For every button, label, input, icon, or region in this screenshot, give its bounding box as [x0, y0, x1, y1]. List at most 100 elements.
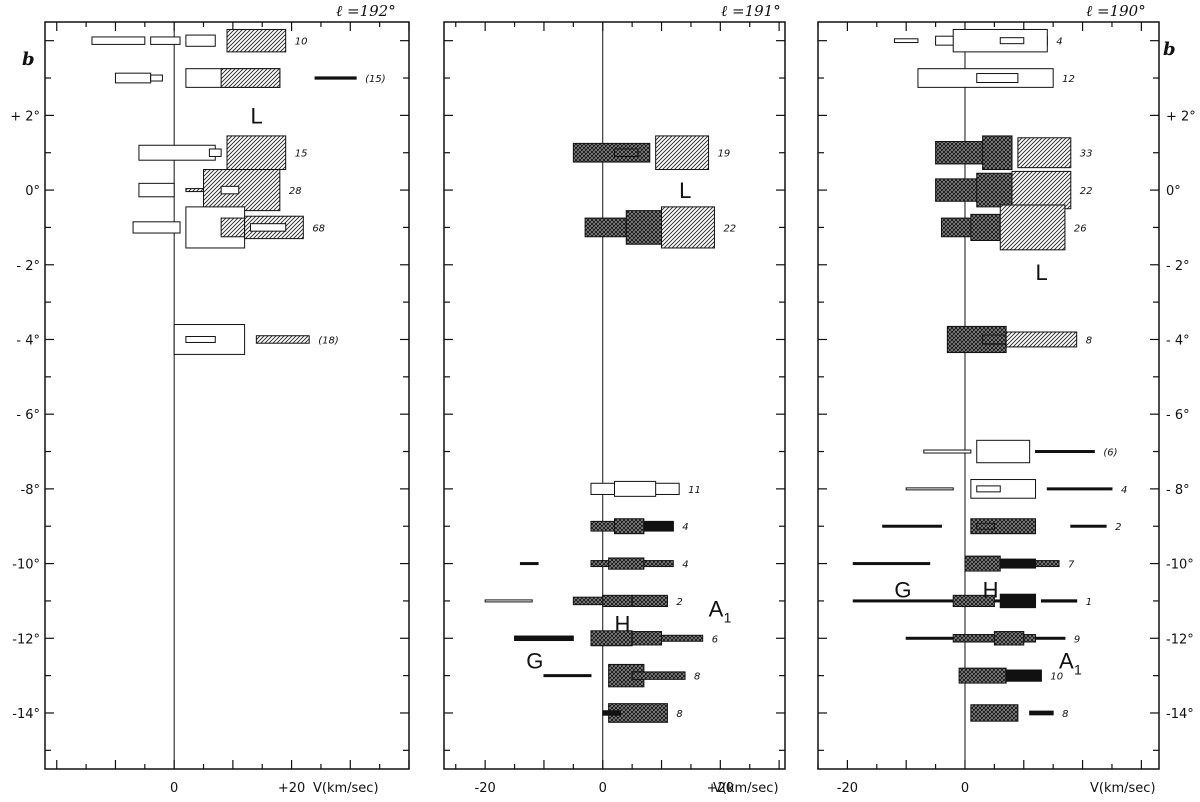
- tick-marks: [817, 22, 1159, 769]
- x-tick-label: +20: [707, 781, 734, 796]
- y-tick-label: - 6°: [16, 408, 40, 423]
- count-label: 26: [1074, 223, 1087, 234]
- feature-solid: [602, 710, 621, 716]
- y-tick-labels: + 2° 0° - 2° - 4° - 6° -8° -10° -12° -14°: [10, 109, 40, 722]
- feature-annotations: L: [250, 103, 262, 128]
- annotation-subscript: 1: [1074, 662, 1082, 678]
- feature-crosshatched: [970, 213, 1001, 241]
- feature-solid: [643, 521, 674, 532]
- x-tick-label: +20: [278, 781, 305, 796]
- feature-solid: [882, 524, 942, 528]
- count-label: 4: [682, 522, 688, 533]
- feature-annotations: L G H A 1: [894, 260, 1082, 677]
- y-tick-label: -8°: [21, 483, 40, 498]
- feature-open: [905, 487, 954, 491]
- y-tick-label: -14°: [12, 707, 40, 722]
- feature-open: [138, 182, 175, 198]
- y-tick-label: -10°: [1166, 558, 1194, 573]
- feature-crosshatched: [572, 142, 651, 163]
- feature-open: [114, 72, 152, 84]
- count-label: 9: [1074, 634, 1080, 645]
- count-label: 10: [1050, 672, 1063, 683]
- x-tick-label: 0: [961, 781, 969, 796]
- feature-solid: [1035, 450, 1095, 454]
- count-label: 33: [1080, 149, 1093, 160]
- feature-crosshatched: [976, 172, 1013, 208]
- feature-crosshatched: [631, 594, 668, 608]
- feature-solid: [999, 593, 1037, 609]
- y-axis-label: b: [1163, 39, 1176, 60]
- feature-open: [923, 449, 972, 454]
- feature-crosshatched: [614, 148, 639, 157]
- feature-crosshatched: [993, 631, 1025, 646]
- velocity-features: [91, 28, 357, 355]
- feature-solid: [543, 674, 592, 678]
- count-label: 2: [1115, 522, 1121, 533]
- annotation-g: G: [894, 578, 911, 603]
- y-tick-label: - 6°: [1166, 408, 1190, 423]
- y-tick-label: 0°: [1166, 184, 1181, 199]
- count-label: 22: [1080, 186, 1093, 197]
- feature-open: [614, 480, 657, 497]
- plot-frame: [44, 21, 410, 770]
- x-tick-label: -20: [475, 781, 496, 796]
- feature-annotations: L H A 1 G: [526, 178, 731, 674]
- feature-open: [91, 36, 146, 45]
- feature-crosshatched: [970, 518, 1037, 535]
- count-label: 2: [676, 597, 682, 608]
- feature-open: [976, 485, 1001, 493]
- annotation-h: H: [615, 611, 631, 636]
- count-label: 4: [682, 560, 688, 571]
- count-label: 68: [312, 223, 325, 234]
- tick-marks: [444, 22, 785, 769]
- feature-open: [208, 148, 222, 157]
- feature-open: [138, 144, 216, 161]
- annotation-subscript: 1: [724, 609, 732, 625]
- feature-hatched: [226, 135, 287, 171]
- feature-solid: [519, 562, 539, 566]
- feature-crosshatched: [964, 555, 1001, 572]
- feature-hatched: [220, 217, 246, 238]
- count-label: 4: [1121, 485, 1127, 496]
- count-label: 8: [676, 709, 682, 720]
- count-label: 4: [1056, 37, 1062, 48]
- count-label: 15: [295, 149, 308, 160]
- annotation-l: L: [679, 178, 691, 203]
- annotation-a: A: [709, 596, 724, 621]
- count-label: 22: [723, 223, 736, 234]
- y-tick-label: + 2°: [10, 109, 40, 124]
- count-labels: 10 (15) 15 28 68 (18): [289, 37, 386, 347]
- count-label: 10: [295, 37, 308, 48]
- feature-crosshatched: [958, 667, 1007, 684]
- feature-crosshatched: [602, 594, 633, 608]
- feature-solid: [314, 76, 357, 80]
- feature-solid: [999, 558, 1037, 569]
- feature-solid: [1029, 710, 1054, 716]
- feature-hatched: [1017, 137, 1072, 169]
- x-tick-labels: -20 0: [837, 781, 969, 796]
- feature-crosshatched: [982, 334, 1007, 345]
- count-label: 11: [688, 485, 701, 496]
- tick-marks: [45, 22, 410, 769]
- y-tick-label: - 2°: [1166, 259, 1190, 274]
- y-tick-label: - 8°: [1166, 483, 1190, 498]
- feature-hatched: [655, 135, 710, 171]
- x-tick-labels: 0 +20: [170, 781, 305, 796]
- feature-hatched: [203, 169, 281, 212]
- feature-open: [893, 38, 919, 44]
- plot-frame: [443, 21, 786, 770]
- feature-hatched: [255, 335, 310, 344]
- feature-hatched: [220, 68, 281, 88]
- feature-open: [249, 223, 287, 232]
- count-labels: 19 22 11 4 4 2 6 8 8: [676, 149, 736, 720]
- count-label: 7: [1068, 560, 1075, 571]
- velocity-features: [484, 135, 715, 723]
- feature-solid: [1040, 599, 1078, 603]
- feature-open: [185, 34, 216, 47]
- y-tick-label: -10°: [12, 558, 40, 573]
- y-tick-label: 0°: [25, 184, 40, 199]
- feature-open: [185, 335, 216, 343]
- annotation-g: G: [526, 649, 543, 674]
